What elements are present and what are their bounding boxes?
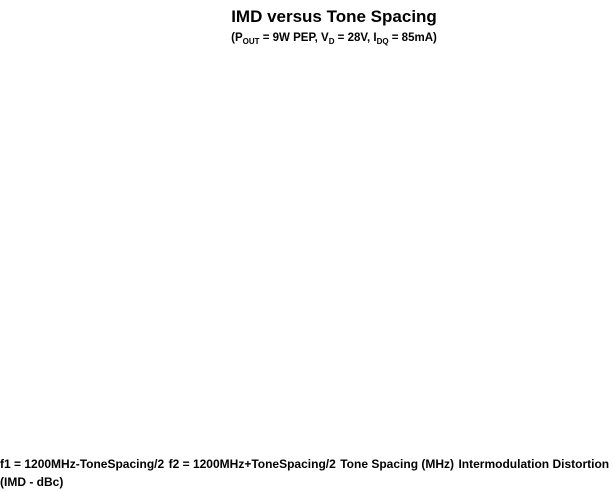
annotation-f2: f2 = 1200MHz+ToneSpacing/2 <box>168 457 336 471</box>
subtitle-sub-dq: DQ <box>377 37 389 46</box>
subtitle-prefix: (P <box>231 32 243 44</box>
annotation-f1: f1 = 1200MHz-ToneSpacing/2 <box>0 457 165 471</box>
x-axis-label: Tone Spacing (MHz) <box>340 457 455 471</box>
chart-title: IMD versus Tone Spacing <box>231 7 437 26</box>
subtitle-mid: = 9W PEP, V <box>260 32 329 44</box>
subtitle-sub-out: OUT <box>243 37 260 46</box>
imd-chart: IMD versus Tone Spacing (POUT = 9W PEP, … <box>231 7 437 46</box>
subtitle-sub-d: D <box>329 37 335 46</box>
subtitle-suffix: = 85mA) <box>389 32 437 44</box>
chart-subtitle: (POUT = 9W PEP, VD = 28V, IDQ = 85mA) <box>231 32 437 46</box>
subtitle-mid2: = 28V, I <box>334 32 376 44</box>
